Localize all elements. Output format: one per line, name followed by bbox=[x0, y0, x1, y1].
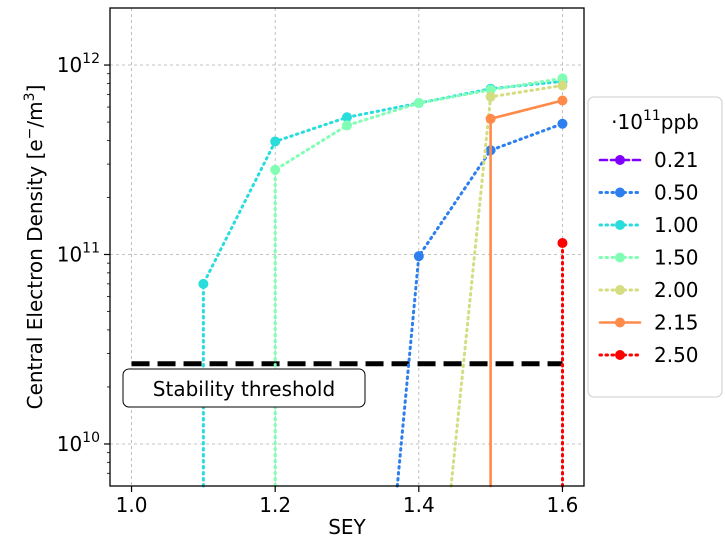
legend-item: 0.50 bbox=[598, 181, 699, 205]
legend-label: 1.50 bbox=[654, 246, 699, 270]
axis-ticks: 1.0 1.2 1.4 1.6 1010 1011 1012 bbox=[57, 51, 579, 517]
data-point bbox=[198, 278, 209, 289]
series-0.50 bbox=[395, 118, 568, 488]
threshold-annotation: Stability threshold bbox=[122, 368, 366, 408]
y-tick-label: 1011 bbox=[57, 241, 100, 267]
data-point bbox=[557, 80, 568, 91]
legend-item: 2.50 bbox=[598, 343, 699, 367]
data-point bbox=[557, 73, 568, 84]
y-axis-label: Central Electron Density [e−/m3] bbox=[22, 85, 47, 410]
legend-label: 2.50 bbox=[654, 343, 699, 367]
legend-item: 0.21 bbox=[598, 148, 699, 172]
data-point bbox=[270, 136, 281, 147]
data-point bbox=[557, 238, 568, 249]
legend-marker bbox=[615, 317, 625, 328]
legend-label: 0.21 bbox=[654, 148, 699, 172]
legend-label: 0.50 bbox=[654, 181, 699, 205]
series-line bbox=[395, 122, 564, 488]
legend-marker bbox=[615, 187, 625, 198]
x-tick-label: 1.0 bbox=[116, 493, 148, 517]
x-axis-label: SEY bbox=[328, 515, 366, 539]
threshold-label-box bbox=[122, 368, 366, 408]
series-1.50 bbox=[270, 73, 568, 488]
series-line bbox=[489, 99, 564, 488]
y-tick-label: 1012 bbox=[57, 51, 100, 77]
series-2.00 bbox=[449, 80, 568, 488]
y-tick-label: 1010 bbox=[57, 430, 100, 456]
legend-marker bbox=[615, 252, 625, 263]
legend-item: 2.15 bbox=[598, 311, 699, 335]
legend-item: 1.00 bbox=[598, 213, 699, 237]
data-point bbox=[485, 84, 496, 95]
x-tick-label: 1.6 bbox=[547, 493, 579, 517]
data-point bbox=[557, 95, 568, 106]
legend-label: 1.00 bbox=[654, 213, 699, 237]
data-point bbox=[485, 91, 496, 102]
threshold-label: Stability threshold bbox=[153, 377, 335, 401]
data-point bbox=[342, 120, 352, 131]
legend-item: 1.50 bbox=[598, 246, 699, 270]
legend-marker bbox=[615, 220, 625, 230]
grid-lines bbox=[110, 8, 584, 486]
series-2.15 bbox=[485, 95, 568, 488]
data-point bbox=[413, 98, 424, 109]
series-1.00 bbox=[198, 76, 568, 488]
series-group bbox=[198, 73, 568, 488]
legend-label: 2.00 bbox=[654, 278, 699, 302]
legend-item: 2.00 bbox=[598, 278, 699, 302]
data-point bbox=[557, 118, 568, 129]
data-point bbox=[270, 164, 281, 175]
data-point bbox=[413, 251, 424, 262]
data-point bbox=[342, 112, 352, 123]
legend-label: 2.15 bbox=[654, 311, 699, 335]
legend-items: 0.21 0.50 1.00 1.50 2.00 2.15 2.50 bbox=[598, 148, 699, 367]
legend-marker bbox=[615, 155, 625, 165]
data-point bbox=[485, 113, 496, 124]
series-line bbox=[449, 84, 564, 488]
series-2.50 bbox=[557, 238, 568, 488]
legend: ·1011ppb 0.21 0.50 1.00 1.50 2.00 2.15 2.50 bbox=[587, 96, 723, 398]
plot-frame bbox=[109, 7, 585, 487]
legend-marker bbox=[615, 350, 625, 360]
series-line bbox=[273, 76, 564, 488]
x-tick-label: 1.4 bbox=[403, 493, 435, 517]
legend-title: ·1011ppb bbox=[611, 108, 699, 134]
x-tick-label: 1.2 bbox=[259, 493, 291, 517]
legend-marker bbox=[615, 285, 625, 295]
